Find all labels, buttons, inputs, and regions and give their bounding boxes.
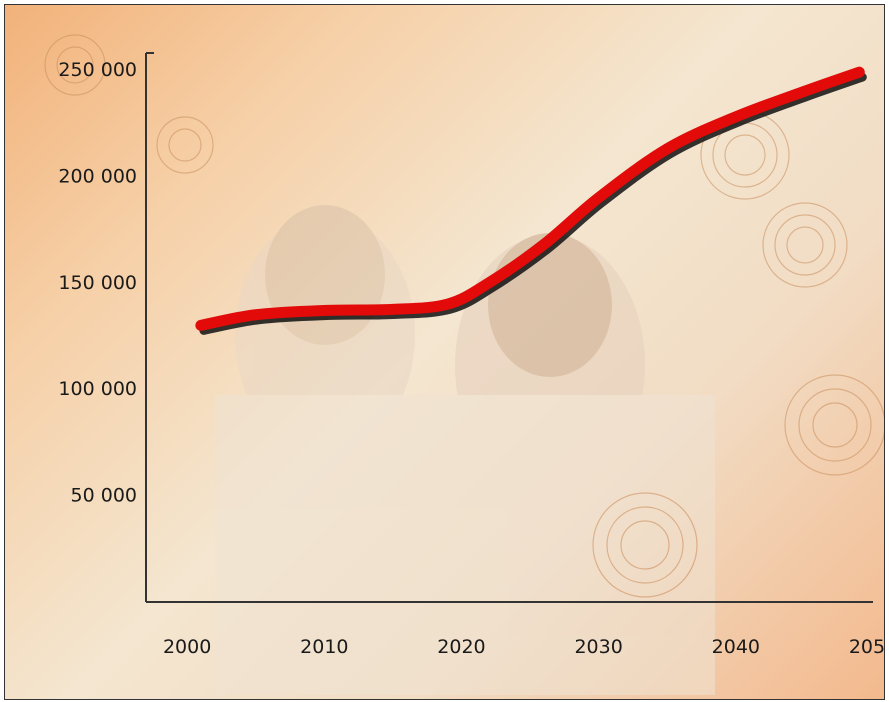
series-group: [195, 66, 867, 335]
x-tick-label: 2020: [437, 636, 485, 658]
y-tick-label: 100 000: [58, 378, 137, 400]
background-decoration: [44, 34, 884, 695]
y-tick-label: 50 000: [71, 485, 137, 507]
y-tick-label: 200 000: [58, 165, 137, 187]
y-tick-label: 150 000: [58, 272, 137, 294]
series-line: [195, 66, 865, 331]
x-tick-labels: 2000 2010 2020 2030 2040 2050: [163, 636, 884, 658]
chart-frame: 50 000 100 000 150 000 200 000 250 000 2000 2…: [4, 4, 885, 700]
x-tick-label: 2040: [712, 636, 760, 658]
y-tick-labels: 50 000 100 000 150 000 200 000 250 000: [58, 59, 137, 507]
y-tick-label: 250 000: [58, 59, 137, 81]
x-tick-label: 2030: [574, 636, 622, 658]
x-tick-label: 2000: [163, 636, 211, 658]
x-tick-label: 2010: [300, 636, 348, 658]
x-tick-label: 2050: [849, 636, 884, 658]
